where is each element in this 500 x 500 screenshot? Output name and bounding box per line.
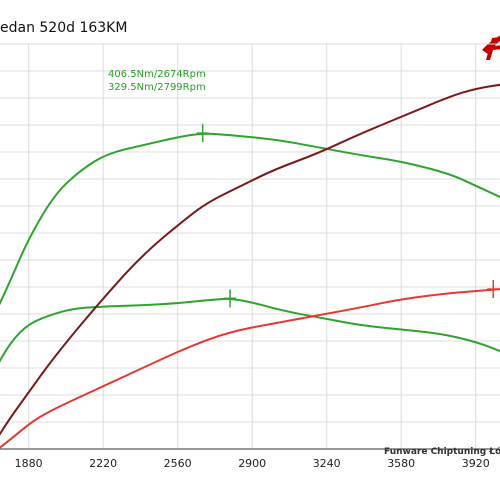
annotation-layer: 406.5Nm/2674Rpm 329.5Nm/2799Rpm	[108, 69, 500, 308]
chart-title: edan 520d 163KM	[0, 20, 128, 36]
tick-labels: 1880 2220 2560 2900 3240 3580 3920	[15, 457, 490, 470]
series-line-2	[0, 83, 500, 436]
x-tick-label-6: 3920	[462, 457, 490, 470]
series-layer	[0, 83, 500, 449]
logo-mark	[486, 37, 500, 60]
credit-text: Funware Chiptuning Łódź	[384, 447, 500, 457]
series-line-3	[0, 288, 500, 449]
x-tick-label-3: 2900	[238, 457, 266, 470]
brand-logo	[482, 35, 500, 60]
x-tick-label-5: 3580	[387, 457, 415, 470]
series-line-0	[0, 132, 500, 306]
x-tick-label-1: 2220	[89, 457, 117, 470]
annotation-label-0: 406.5Nm/2674Rpm	[108, 69, 206, 80]
grid-lines	[0, 43, 500, 450]
x-tick-label-2: 2560	[164, 457, 192, 470]
annotation-label-1: 329.5Nm/2799Rpm	[108, 82, 206, 93]
x-tick-label-4: 3240	[313, 457, 341, 470]
x-tick-label-0: 1880	[15, 457, 43, 470]
series-line-1	[0, 297, 500, 363]
